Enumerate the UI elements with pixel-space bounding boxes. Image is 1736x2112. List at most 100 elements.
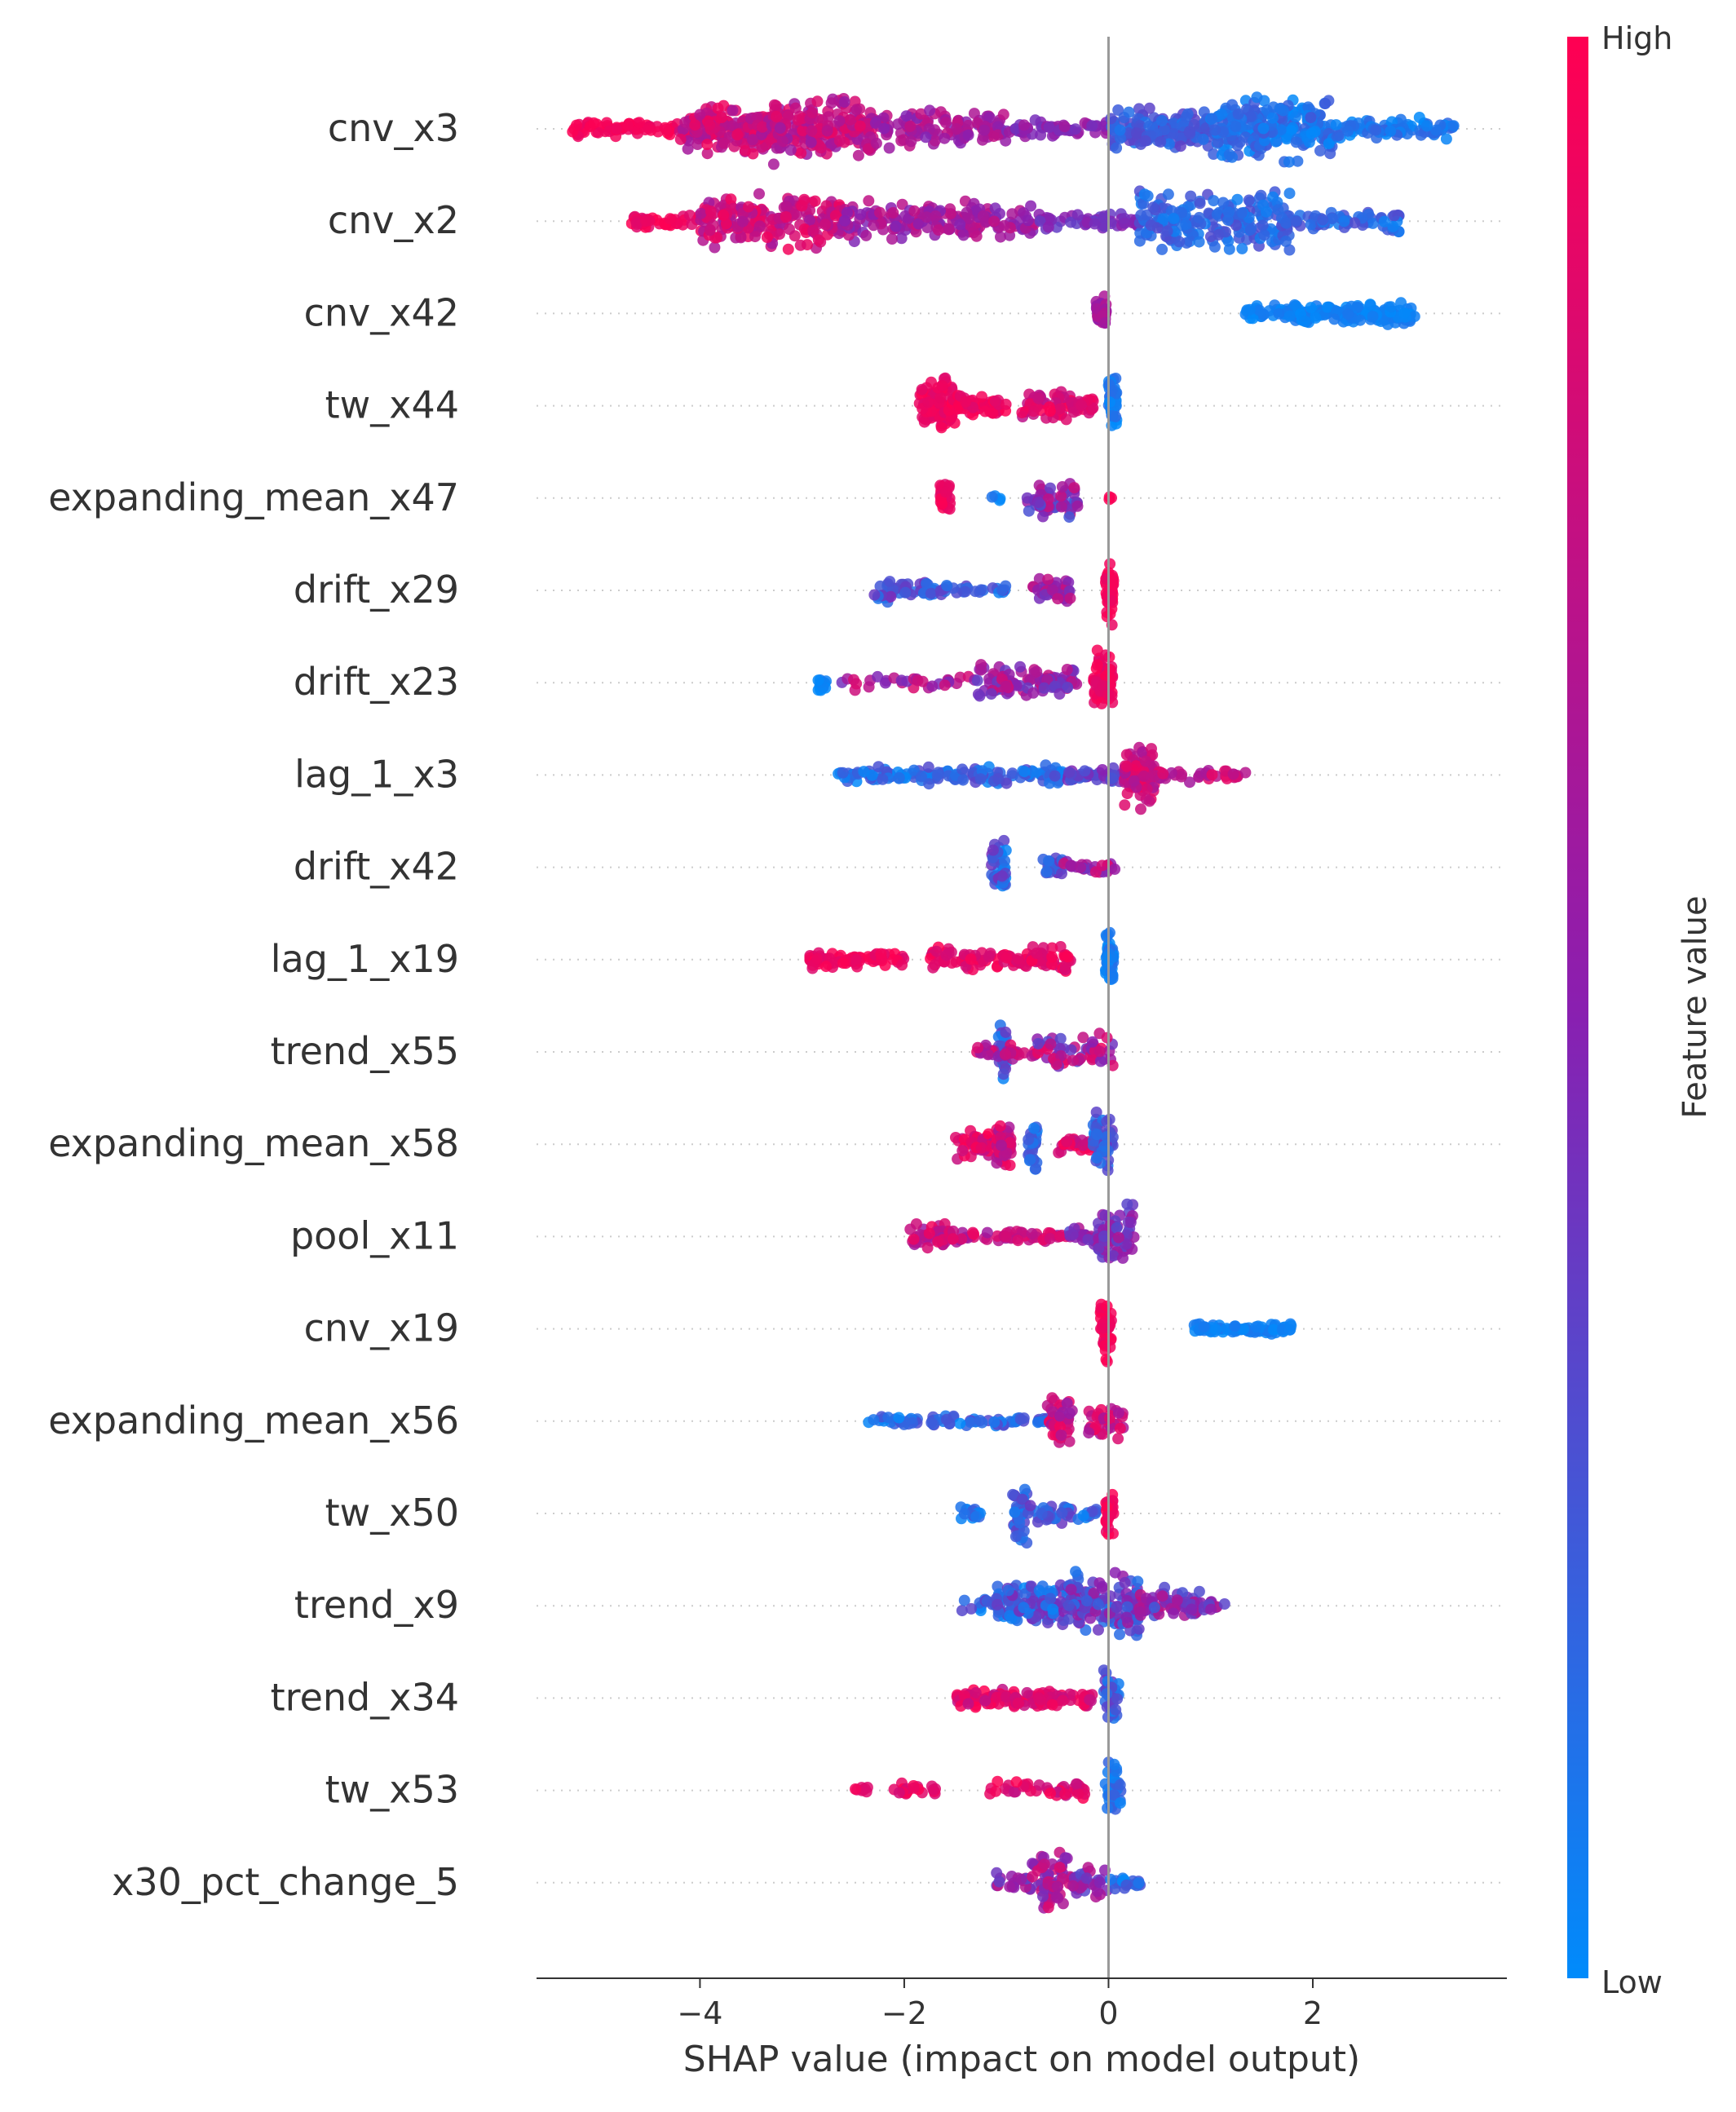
shap-point bbox=[1045, 1038, 1057, 1050]
shap-point bbox=[1016, 407, 1028, 419]
shap-point bbox=[1250, 1321, 1262, 1333]
shap-point bbox=[689, 119, 701, 131]
shap-point bbox=[796, 200, 808, 212]
shap-point bbox=[1420, 120, 1433, 132]
shap-point bbox=[950, 956, 962, 968]
shap-point bbox=[844, 113, 856, 126]
shap-point bbox=[1185, 190, 1197, 202]
shap-point bbox=[976, 391, 987, 403]
shap-point bbox=[1208, 148, 1220, 160]
shap-point bbox=[1003, 1121, 1015, 1133]
shap-point bbox=[995, 1131, 1007, 1143]
shap-point bbox=[1323, 138, 1335, 150]
shap-point bbox=[1171, 1594, 1183, 1606]
shap-point bbox=[1330, 119, 1342, 131]
shap-point bbox=[1065, 1044, 1077, 1056]
shap-point bbox=[1135, 209, 1147, 221]
shap-point bbox=[1082, 1234, 1094, 1246]
shap-point bbox=[1056, 868, 1067, 880]
shap-point bbox=[879, 677, 891, 689]
shap-point bbox=[1408, 311, 1420, 323]
shap-point bbox=[1018, 1525, 1030, 1537]
shap-point bbox=[965, 953, 977, 965]
feature-label: drift_x42 bbox=[294, 845, 459, 889]
shap-point bbox=[664, 213, 676, 225]
shap-point bbox=[883, 142, 895, 154]
shap-point bbox=[962, 119, 974, 131]
shap-point bbox=[998, 219, 1010, 232]
shap-point bbox=[1009, 1531, 1022, 1543]
shap-point bbox=[1067, 1228, 1079, 1240]
shap-point bbox=[930, 210, 942, 222]
shap-point bbox=[1319, 98, 1332, 109]
shap-point bbox=[611, 122, 623, 135]
shap-point bbox=[1063, 511, 1076, 524]
shap-point bbox=[1121, 1601, 1133, 1613]
shap-point bbox=[1114, 1628, 1125, 1641]
shap-point bbox=[757, 121, 768, 133]
shap-point bbox=[1176, 206, 1188, 219]
shap-point bbox=[1101, 1116, 1113, 1128]
shap-point bbox=[1047, 1603, 1059, 1615]
shap-point bbox=[1086, 1036, 1098, 1048]
shap-point bbox=[1185, 199, 1197, 211]
shap-point bbox=[960, 395, 972, 408]
shap-point bbox=[900, 110, 912, 122]
shap-point bbox=[1131, 127, 1142, 139]
shap-point bbox=[1280, 217, 1292, 229]
shap-point bbox=[705, 205, 717, 218]
shap-point bbox=[1018, 1602, 1030, 1614]
shap-point bbox=[1055, 1429, 1067, 1441]
feature-label: cnv_x3 bbox=[328, 106, 459, 150]
shap-point bbox=[1046, 1392, 1058, 1404]
shap-point bbox=[1130, 760, 1142, 772]
shap-point bbox=[1018, 1483, 1031, 1496]
shap-point bbox=[1157, 213, 1169, 225]
shap-point bbox=[821, 125, 833, 137]
shap-point bbox=[1027, 1871, 1039, 1883]
colorbar bbox=[1567, 37, 1588, 1978]
shap-point bbox=[1114, 1422, 1126, 1434]
shap-point bbox=[1231, 139, 1243, 152]
shap-point bbox=[1086, 1505, 1098, 1518]
shap-point bbox=[1018, 766, 1031, 778]
shap-point bbox=[956, 1233, 968, 1245]
shap-point bbox=[1158, 124, 1170, 136]
shap-point bbox=[943, 1418, 956, 1429]
shap-point bbox=[999, 855, 1011, 867]
shap-point bbox=[1180, 112, 1192, 123]
shap-point bbox=[1186, 1603, 1198, 1615]
shap-point bbox=[1096, 764, 1108, 775]
shap-point bbox=[631, 218, 643, 230]
shap-point bbox=[1104, 1590, 1116, 1602]
feature-label: tw_x53 bbox=[325, 1768, 459, 1812]
shap-point bbox=[588, 117, 600, 129]
shap-point bbox=[1045, 1593, 1057, 1605]
shap-point bbox=[707, 219, 719, 232]
shap-point bbox=[992, 1598, 1004, 1611]
shap-point bbox=[1222, 214, 1234, 226]
shap-point bbox=[1230, 219, 1242, 232]
shap-point bbox=[918, 416, 930, 428]
shap-point bbox=[1010, 1776, 1023, 1788]
shap-point bbox=[1027, 405, 1040, 418]
shap-point bbox=[1167, 127, 1179, 139]
shap-points bbox=[567, 91, 1460, 1914]
shap-point bbox=[1108, 1758, 1120, 1770]
shap-point bbox=[829, 210, 841, 222]
shap-point bbox=[1110, 1703, 1122, 1716]
shap-point bbox=[1155, 114, 1168, 126]
feature-label: trend_x9 bbox=[294, 1583, 459, 1627]
shap-point bbox=[1394, 113, 1407, 126]
shap-point bbox=[936, 498, 948, 510]
shap-point bbox=[1077, 1032, 1089, 1044]
colorbar-low-label: Low bbox=[1601, 1964, 1663, 2000]
shap-point bbox=[1280, 236, 1292, 247]
shap-point bbox=[1354, 314, 1367, 326]
shap-point bbox=[1257, 122, 1270, 135]
feature-label: expanding_mean_x56 bbox=[48, 1398, 459, 1443]
shap-point bbox=[939, 486, 952, 498]
shap-point bbox=[1119, 799, 1131, 811]
shap-point bbox=[691, 139, 704, 150]
shap-point bbox=[977, 210, 989, 222]
